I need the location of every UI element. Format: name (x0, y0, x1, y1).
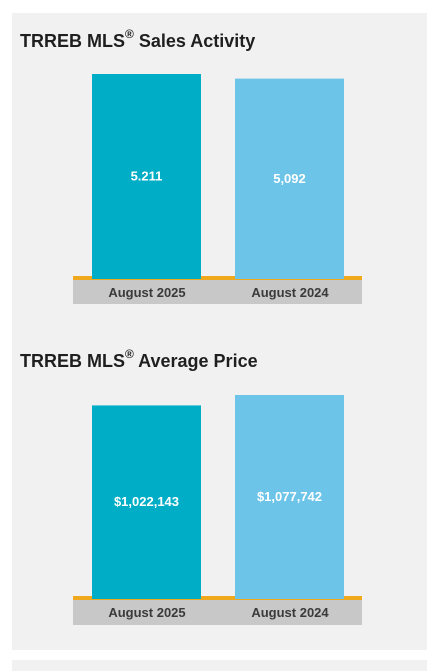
sales-activity-title: TRREB MLS® Sales Activity (20, 27, 256, 51)
bar-value-label: 5.211 (131, 169, 163, 184)
category-label: August 2024 (251, 285, 329, 300)
category-label: August 2025 (108, 605, 185, 620)
chart-panel (12, 13, 427, 650)
bar-august-2025 (92, 74, 201, 279)
bar-august-2024 (235, 395, 344, 599)
bar-value-label: $1,022,143 (114, 494, 179, 509)
baseline-accent (73, 276, 362, 280)
baseline-accent (73, 596, 362, 600)
category-axis-band (73, 279, 362, 304)
bar-august-2025 (92, 405, 201, 599)
category-axis-band (73, 599, 362, 625)
bar-value-label: $1,077,742 (257, 489, 322, 504)
category-label: August 2025 (108, 285, 185, 300)
category-label: August 2024 (251, 605, 329, 620)
bar-august-2024 (235, 78, 344, 279)
average-price-title: TRREB MLS® Average Price (20, 347, 258, 371)
next-panel-edge (12, 660, 427, 671)
bar-value-label: 5,092 (273, 171, 306, 186)
